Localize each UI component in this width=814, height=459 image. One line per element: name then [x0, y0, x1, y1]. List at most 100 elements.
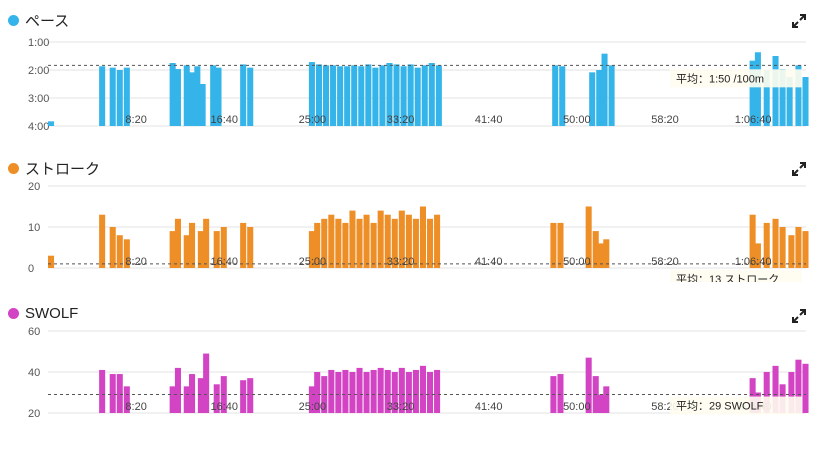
swolf-bar: [788, 372, 795, 413]
pace-bar: [559, 66, 566, 126]
pace-bar: [407, 64, 414, 126]
stroke-bar: [795, 227, 802, 268]
swolf-bar: [412, 369, 419, 413]
swolf-bar: [363, 372, 370, 413]
stroke-x-tick-label: 58:20: [651, 256, 679, 268]
swolf-bar: [398, 367, 405, 413]
stroke-average-label: 平均：13 ストローク: [676, 273, 779, 282]
pace-bar: [358, 66, 365, 126]
pace-bar: [795, 65, 802, 126]
pace-bar: [116, 70, 123, 126]
expand-icon[interactable]: [792, 309, 806, 323]
stroke-x-tick-label: 25:00: [299, 256, 327, 268]
stroke-bar: [308, 231, 315, 268]
stroke-bar: [398, 210, 405, 268]
stroke-bar: [585, 206, 592, 268]
stroke-y-tick-label: 10: [28, 222, 40, 234]
stroke-bar: [749, 214, 756, 268]
stroke-bar: [405, 214, 412, 268]
pace-x-tick-label: 58:20: [651, 114, 679, 126]
swolf-bar: [795, 359, 802, 413]
stroke-bar: [220, 227, 227, 268]
stroke-bar: [779, 227, 786, 268]
stroke-bar: [349, 210, 356, 268]
pace-bar: [400, 66, 407, 126]
pace-bar: [215, 67, 222, 126]
swolf-bar: [335, 372, 342, 413]
stroke-title-text: ストローク: [25, 161, 101, 178]
pace-x-tick-label: 16:40: [211, 114, 239, 126]
stroke-x-tick-label: 50:00: [563, 256, 591, 268]
swolf-bar: [763, 372, 770, 413]
swolf-bar: [772, 365, 779, 413]
stroke-bar: [603, 239, 610, 268]
swolf-bar: [116, 374, 123, 413]
pace-bar: [393, 64, 400, 126]
pace-bar: [779, 69, 786, 126]
pace-bar: [601, 53, 608, 126]
stroke-bar: [203, 218, 210, 268]
pace-x-tick-label: 8:20: [125, 114, 146, 126]
stroke-bar: [592, 231, 599, 268]
pace-bar: [786, 77, 793, 126]
pace-bar: [421, 65, 428, 126]
swolf-y-tick-label: 60: [28, 326, 40, 338]
pace-bar: [379, 65, 386, 126]
swolf-bar: [802, 363, 809, 413]
swolf-bar: [377, 367, 384, 413]
pace-average-label-bg: [670, 69, 802, 88]
stroke-bar: [384, 214, 391, 268]
stroke-bar: [48, 255, 55, 268]
pace-bar: [247, 67, 254, 126]
stroke-bar: [109, 227, 116, 268]
pace-title: ペース: [8, 10, 69, 31]
swolf-bar: [183, 386, 190, 413]
pace-bar: [802, 77, 809, 126]
swolf-bar: [405, 372, 412, 413]
swolf-bar: [597, 394, 605, 413]
stroke-x-tick-label: 8:20: [125, 256, 146, 268]
pace-bar: [435, 65, 442, 126]
pace-x-tick-label: 33:20: [387, 114, 415, 126]
swolf-x-tick-label: 50:00: [563, 401, 591, 413]
pace-chart: 1:00 2:00 3:00 4:00 8:20 16:40 25:00 33:20 41:40…: [28, 37, 809, 133]
pace-bar: [754, 52, 761, 127]
stroke-bar: [763, 222, 770, 268]
swolf-bar: [109, 374, 116, 413]
swolf-bar: [427, 372, 434, 413]
stroke-bar: [802, 231, 809, 268]
swolf-bar: [197, 378, 204, 413]
stroke-bar: [174, 218, 181, 268]
pace-panel: ペース 1:00 2:00 3:00 4:00 8:20 16:40 25:00 33:20 4…: [0, 0, 814, 140]
stroke-bar: [391, 218, 398, 268]
stroke-x-tick-label: 41:40: [475, 256, 503, 268]
swolf-bar: [342, 369, 349, 413]
stroke-bar: [99, 214, 106, 268]
swolf-bar: [189, 374, 196, 413]
swolf-x-tick-label: 16:40: [211, 401, 239, 413]
swolf-legend-dot: [8, 308, 19, 319]
swolf-bar: [384, 369, 391, 413]
stroke-x-tick-label: 16:40: [211, 256, 239, 268]
swolf-average-label-bg: [670, 396, 802, 415]
stroke-bar: [550, 222, 557, 268]
stroke-x-tick-label: 1:06:40: [735, 256, 772, 268]
stroke-y-tick-label: 20: [28, 182, 40, 193]
swolf-y-tick-label: 40: [28, 367, 40, 379]
stroke-bar: [597, 243, 605, 268]
pace-bar: [428, 63, 435, 126]
pace-y-tick-label: 3:00: [28, 93, 49, 105]
stroke-chart: 20 10 0 8:20 16:40 25:00 33:20 41:40 50:00 58:20 1…: [28, 182, 809, 282]
pace-legend-dot: [8, 15, 19, 26]
swolf-bar: [328, 369, 335, 413]
expand-icon[interactable]: [792, 162, 806, 176]
stroke-bar: [116, 235, 123, 268]
swolf-bar: [247, 378, 254, 413]
swolf-y-tick-label: 20: [28, 408, 40, 420]
swolf-bar: [749, 378, 756, 413]
stroke-bar: [419, 206, 426, 268]
expand-icon[interactable]: [792, 14, 806, 28]
stroke-y-tick-label: 0: [28, 263, 34, 275]
pace-bar: [183, 65, 190, 126]
